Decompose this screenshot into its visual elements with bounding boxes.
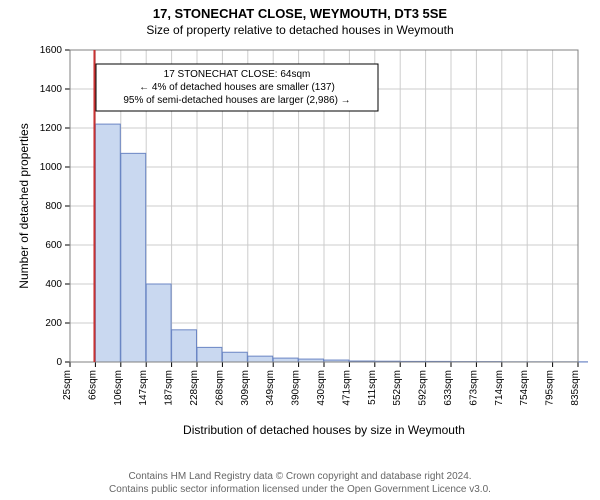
histogram-bar [121,153,146,362]
svg-text:66sqm: 66sqm [87,370,98,400]
svg-text:349sqm: 349sqm [265,370,276,406]
svg-text:592sqm: 592sqm [418,370,429,406]
annotation-line: ← 4% of detached houses are smaller (137… [139,82,335,93]
svg-text:795sqm: 795sqm [545,370,556,406]
svg-text:552sqm: 552sqm [392,370,403,406]
svg-text:633sqm: 633sqm [443,370,454,406]
histogram-bar [172,330,197,362]
svg-text:754sqm: 754sqm [519,370,530,406]
page-subtitle: Size of property relative to detached ho… [0,21,600,41]
svg-text:430sqm: 430sqm [316,370,327,406]
chart-area: 0 200 400 600 800 1000 1200 1400 1600 25sqm 66sqm 1… [12,44,588,452]
annotation-line: 95% of semi-detached houses are larger (… [123,95,350,106]
svg-text:714sqm: 714sqm [494,370,505,406]
histogram-bar [222,352,247,362]
y-axis-label: Number of detached properties [17,123,31,288]
svg-text:187sqm: 187sqm [164,370,175,406]
footer-attribution: Contains HM Land Registry data © Crown c… [0,471,600,496]
svg-text:1400: 1400 [40,84,63,95]
svg-text:1000: 1000 [40,162,63,173]
svg-text:1600: 1600 [40,45,63,56]
svg-text:0: 0 [56,357,62,368]
svg-text:400: 400 [45,279,62,290]
annotation-line: 17 STONECHAT CLOSE: 64sqm [164,69,311,80]
svg-text:600: 600 [45,240,62,251]
svg-text:800: 800 [45,201,62,212]
histogram-bar [197,347,222,362]
svg-text:390sqm: 390sqm [291,370,302,406]
svg-text:471sqm: 471sqm [341,370,352,406]
histogram-bar [95,124,120,362]
histogram-svg: 0 200 400 600 800 1000 1200 1400 1600 25sqm 66sqm 1… [12,44,588,452]
svg-text:228sqm: 228sqm [189,370,200,406]
page-title: 17, STONECHAT CLOSE, WEYMOUTH, DT3 5SE [0,0,600,21]
svg-text:200: 200 [45,318,62,329]
footer-line-2: Contains public sector information licen… [0,484,600,497]
svg-text:309sqm: 309sqm [240,370,251,406]
x-axis-label: Distribution of detached houses by size … [183,423,465,437]
svg-text:147sqm: 147sqm [138,370,149,406]
svg-text:673sqm: 673sqm [468,370,479,406]
svg-text:106sqm: 106sqm [113,370,124,406]
svg-text:25sqm: 25sqm [62,370,73,400]
svg-text:268sqm: 268sqm [214,370,225,406]
svg-text:1200: 1200 [40,123,63,134]
footer-line-1: Contains HM Land Registry data © Crown c… [0,471,600,484]
histogram-bar [146,284,171,362]
svg-text:511sqm: 511sqm [367,370,378,405]
svg-text:835sqm: 835sqm [570,370,581,406]
histogram-bar [248,356,273,362]
chart-container: 17, STONECHAT CLOSE, WEYMOUTH, DT3 5SE S… [0,0,600,500]
histogram-bar [273,358,298,362]
